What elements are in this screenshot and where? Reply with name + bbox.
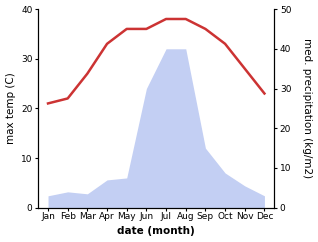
- Y-axis label: med. precipitation (kg/m2): med. precipitation (kg/m2): [302, 38, 313, 178]
- Y-axis label: max temp (C): max temp (C): [5, 73, 16, 144]
- X-axis label: date (month): date (month): [117, 227, 195, 236]
